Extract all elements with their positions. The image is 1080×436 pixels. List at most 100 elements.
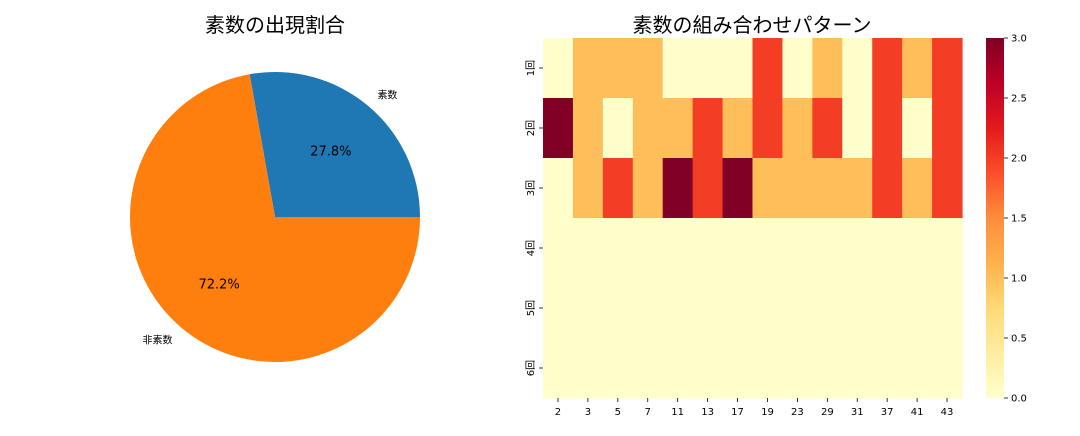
pie-pct-label-0: 27.8% (310, 144, 351, 159)
colorbar-tick-label: 1.5 (1011, 214, 1027, 225)
pie-slice-1 (129, 74, 420, 363)
heatmap-cell (662, 278, 694, 339)
heatmap-cell (932, 338, 963, 399)
x-tick-label: 41 (911, 407, 924, 418)
heatmap-cell (752, 158, 784, 219)
x-tick-label: 2 (555, 407, 561, 418)
heatmap-cell (632, 278, 664, 339)
heatmap-cell (842, 338, 873, 399)
heatmap-cell (932, 278, 963, 339)
heatmap-cell (752, 278, 784, 339)
heatmap-cell (782, 98, 813, 159)
x-tick-label: 7 (645, 407, 651, 418)
heatmap-cell (692, 338, 724, 399)
heatmap-cell (692, 158, 724, 219)
heatmap-cell (602, 218, 634, 279)
heatmap-cell (842, 158, 873, 219)
heatmap-cell (722, 98, 754, 159)
x-tick-label: 5 (615, 407, 621, 418)
heatmap-cell (752, 218, 784, 279)
colorbar-tick-label: 2.5 (1011, 94, 1027, 105)
heatmap-cell (902, 38, 933, 99)
heatmap-title: 素数の組み合わせパターン (633, 13, 872, 37)
colorbar-gradient (986, 38, 1004, 398)
heatmap-cell (543, 158, 574, 219)
heatmap-cell (662, 98, 694, 159)
colorbar: 0.0 0.5 1.0 1.5 2.0 2.5 3.0 (986, 34, 1027, 405)
y-tick-label: 5回 (525, 300, 537, 316)
heatmap-cell (872, 38, 903, 99)
heatmap-cell (812, 278, 843, 339)
heatmap-cell (632, 158, 664, 219)
heatmap-cell (722, 158, 754, 219)
colorbar-tick-label: 0.0 (1011, 394, 1027, 405)
heatmap-cell (722, 338, 754, 399)
heatmap-cell (543, 218, 574, 279)
heatmap-cell (602, 98, 634, 159)
heatmap-cell (722, 278, 754, 339)
heatmap-cell (932, 158, 963, 219)
heatmap-cell (872, 278, 903, 339)
heatmap-cell (632, 338, 664, 399)
heatmap-cell (572, 98, 604, 159)
heatmap-cell (932, 38, 963, 99)
pie-pct-label-1: 72.2% (198, 278, 239, 293)
x-tick-label: 37 (881, 407, 894, 418)
x-tick-label: 13 (701, 407, 714, 418)
pie-slice-label-0: 素数 (377, 89, 397, 102)
x-tick-label: 17 (731, 407, 744, 418)
heatmap-cell (722, 218, 754, 279)
pie-title: 素数の出現割合 (205, 13, 345, 37)
heatmap-cell (632, 38, 664, 99)
y-tick-label: 6回 (525, 360, 537, 376)
heatmap-cell (572, 338, 604, 399)
colorbar-tick-label: 3.0 (1011, 34, 1027, 45)
heatmap-cell (872, 218, 903, 279)
y-tick-label: 2回 (525, 120, 537, 136)
heatmap-cell (602, 278, 634, 339)
heatmap-cell (932, 218, 963, 279)
heatmap-cell (572, 158, 604, 219)
y-tick-label: 1回 (525, 60, 537, 76)
heatmap-cell (782, 278, 813, 339)
heatmap-cell (812, 38, 843, 99)
colorbar-tick-label: 1.0 (1011, 274, 1027, 285)
heatmap-cell (812, 218, 843, 279)
heatmap-cell (543, 278, 574, 339)
heatmap-cell (632, 98, 664, 159)
heatmap-cell (812, 98, 843, 159)
heatmap-cell (872, 98, 903, 159)
heatmap-cell (902, 218, 933, 279)
x-tick-label: 19 (761, 407, 774, 418)
heatmap-cell (662, 338, 694, 399)
heatmap-cell (902, 278, 933, 339)
heatmap-cell (902, 158, 933, 219)
heatmap-cell (842, 98, 873, 159)
heatmap-cell (842, 218, 873, 279)
colorbar-tick-label: 0.5 (1011, 334, 1027, 345)
heatmap-cell (543, 338, 574, 399)
x-tick-label: 43 (941, 407, 954, 418)
heatmap-cell (692, 218, 724, 279)
heatmap-cell (602, 338, 634, 399)
x-tick-label: 23 (791, 407, 804, 418)
heatmap-cell (812, 158, 843, 219)
heatmap-cell (692, 38, 724, 99)
heatmap-cell (572, 278, 604, 339)
heatmap-cell (572, 218, 604, 279)
colorbar-tick-label: 2.0 (1011, 154, 1027, 165)
heatmap-cell (872, 158, 903, 219)
y-tick-label: 4回 (525, 240, 537, 256)
heatmap-cell (662, 38, 694, 99)
y-tick-label: 3回 (525, 180, 537, 196)
x-tick-label: 3 (585, 407, 591, 418)
heatmap-cell (602, 158, 634, 219)
heatmap-cell (752, 98, 784, 159)
heatmap-cell (782, 38, 813, 99)
heatmap-cell (842, 38, 873, 99)
heatmap-cell (602, 38, 634, 99)
heatmap-cell (782, 158, 813, 219)
